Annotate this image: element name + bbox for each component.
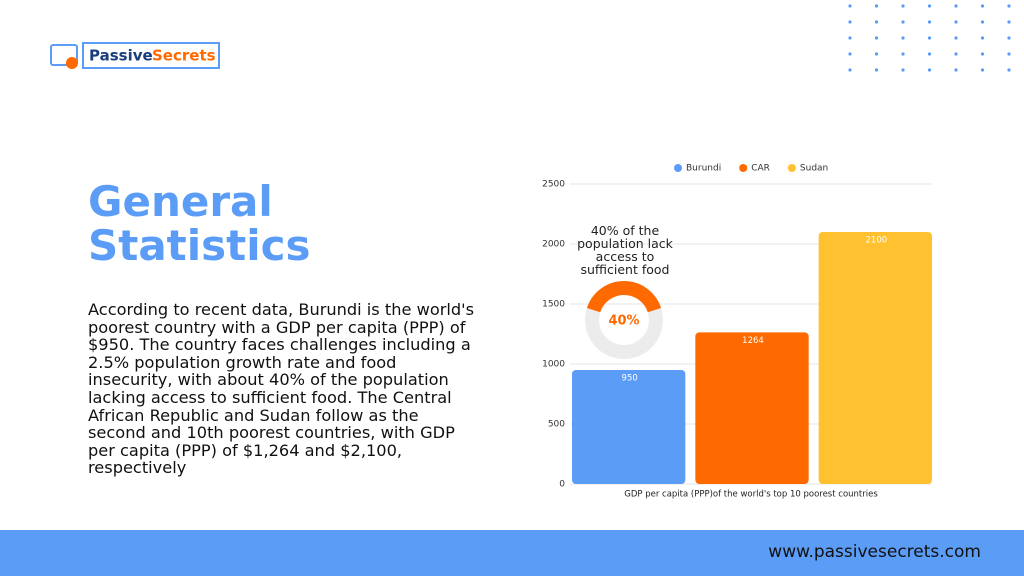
dot <box>927 20 932 24</box>
dot <box>901 68 905 72</box>
dot <box>848 36 852 40</box>
footer-url: www.passivesecrets.com <box>768 542 981 562</box>
dot <box>874 36 879 40</box>
dot <box>874 52 879 56</box>
dot <box>954 20 958 24</box>
bar <box>572 370 686 484</box>
dot <box>980 20 985 24</box>
paragraph: According to recent data, Burundi is the… <box>88 300 475 478</box>
legend-swatch <box>739 164 748 172</box>
donut-caption: 40% of the population lack access to suf… <box>577 223 673 277</box>
legend-label: Sudan <box>800 164 828 174</box>
dot <box>901 4 905 8</box>
legend-swatch <box>674 164 682 172</box>
y-tick-label: 0 <box>559 480 565 490</box>
dot <box>874 20 879 24</box>
dot-pattern <box>848 4 1011 72</box>
dot <box>848 20 852 24</box>
dot <box>1007 52 1011 56</box>
dot <box>927 68 932 72</box>
logo: Passive Secrets <box>50 42 220 69</box>
bar <box>695 332 809 484</box>
dot <box>874 68 879 72</box>
dot <box>954 68 958 72</box>
donut-value: 40% <box>608 314 639 329</box>
donut-arc <box>586 281 662 313</box>
logo-box <box>82 42 220 69</box>
y-tick-label: 500 <box>548 420 565 430</box>
legend-label: Burundi <box>686 164 721 174</box>
dot <box>874 4 879 8</box>
dot <box>1007 4 1011 8</box>
dot <box>980 52 985 56</box>
dot <box>980 36 985 40</box>
y-tick-label: 2000 <box>542 240 565 250</box>
dot <box>954 36 958 40</box>
dot <box>1007 68 1011 72</box>
heading: General Statistics <box>88 177 311 270</box>
dot <box>848 68 852 72</box>
dot <box>980 68 985 72</box>
dot <box>927 36 932 40</box>
logo-gear <box>66 57 78 69</box>
dot <box>927 52 932 56</box>
value-label: 2100 <box>866 236 888 246</box>
dot <box>927 4 932 8</box>
legend-swatch <box>787 164 796 172</box>
y-tick-label: 1000 <box>542 360 565 370</box>
dot <box>901 52 905 56</box>
dot <box>954 52 958 56</box>
logo-word: Secrets <box>152 47 216 65</box>
logo-icon <box>50 44 78 66</box>
dot <box>1007 36 1011 40</box>
value-label: 950 <box>622 374 638 384</box>
logo-word: Passive <box>89 47 153 65</box>
value-label: 1264 <box>742 336 764 346</box>
dot <box>901 20 905 24</box>
dot <box>901 36 905 40</box>
footer: www.passivesecrets.com <box>0 530 1024 576</box>
y-tick-label: 2500 <box>542 180 565 190</box>
dot <box>1007 20 1011 24</box>
dot <box>954 4 958 8</box>
dot <box>980 4 985 8</box>
y-tick-label: 1500 <box>542 300 565 310</box>
bar <box>818 232 932 484</box>
legend-label: CAR <box>751 164 770 174</box>
dot <box>848 4 852 8</box>
x-axis-label: GDP per capita (PPP)of the world's top 1… <box>624 490 878 500</box>
dot <box>848 52 852 56</box>
